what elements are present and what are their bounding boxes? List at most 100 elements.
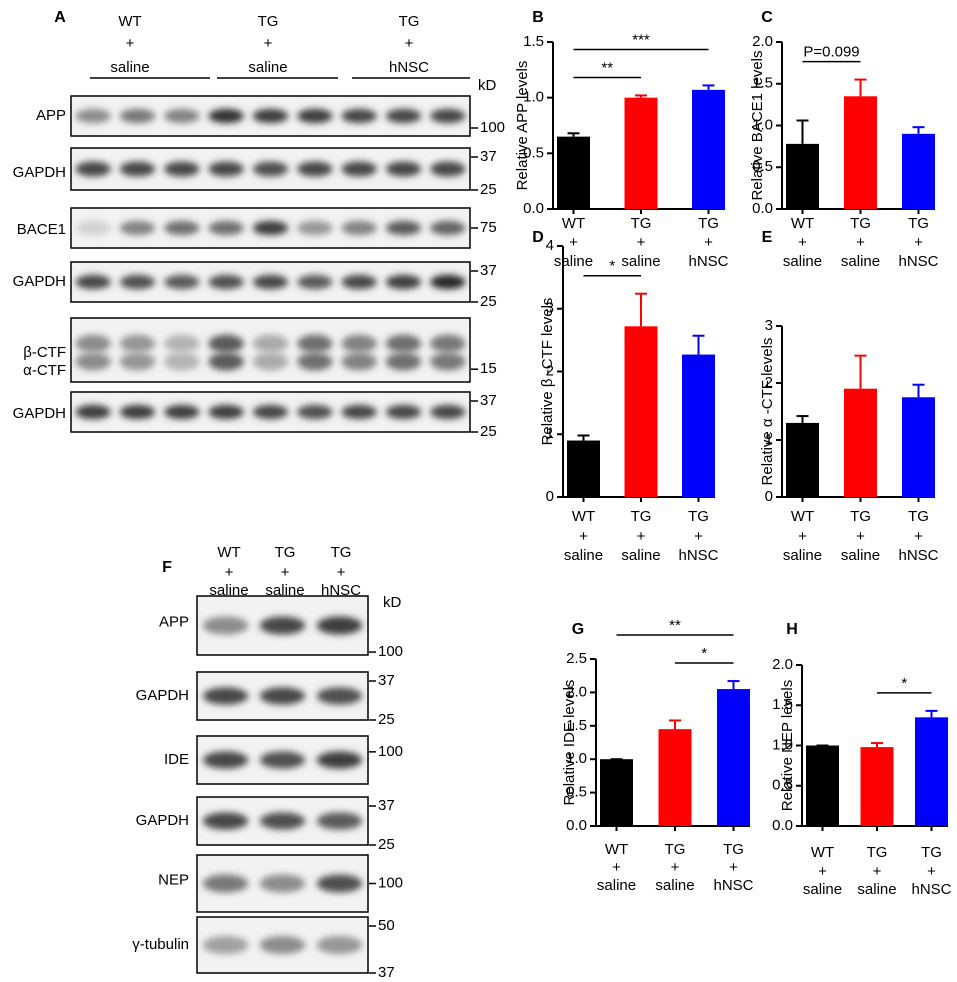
blot-band [252,334,289,353]
x-tick-label: TG [867,844,888,861]
blot-band [252,220,289,236]
y-tick-label: 0 [546,488,554,505]
blot-band [385,274,422,290]
group-label: TG [331,544,352,561]
x-tick-label: saline [783,547,822,564]
blot-band [297,334,333,353]
blot-band [75,352,111,371]
marker-label: 37 [378,964,395,981]
marker-label: 37 [480,148,497,165]
blot-band [341,334,377,353]
bar [844,388,877,497]
blot-band [208,404,244,420]
y-tick-label: 1.0 [752,116,773,133]
y-tick-label: 2.0 [566,683,587,700]
group-label: + [264,35,273,52]
x-tick-label: WT [791,215,814,232]
significance-label: * [901,675,907,692]
x-tick-label: hNSC [678,547,718,564]
y-axis-label: Relative IDE levels [561,680,578,806]
y-tick-label: 2 [765,374,773,391]
y-tick-label: 3 [546,300,554,317]
y-tick-label: 2.0 [772,656,793,673]
blot-band [75,108,111,124]
significance-label: * [609,258,615,275]
blot-band [316,751,363,769]
x-tick-label: + [798,528,807,545]
panel-letter: B [532,9,544,26]
blot-band [164,108,200,124]
x-tick-label: hNSC [713,877,753,894]
x-tick-label: saline [554,253,593,270]
x-tick-label: + [671,859,680,876]
group-label: TG [399,13,420,30]
bar [567,440,600,497]
blot-band [259,874,306,893]
y-tick-label: 1.0 [566,750,587,767]
y-tick-label: 1 [546,425,554,442]
x-tick-label: + [694,528,703,545]
blot-band [259,936,306,954]
blot-band [385,108,422,124]
significance-label: P=0.099 [803,44,859,61]
blot-band [208,161,244,177]
blot-band [119,108,156,124]
group-label: hNSC [389,59,429,76]
blot-band [430,108,466,124]
blot-band [297,404,333,420]
x-tick-label: + [927,863,936,880]
x-tick-label: TG [631,215,652,232]
panel-letter: E [762,229,773,246]
blot-band [75,274,111,290]
x-tick-label: saline [655,877,694,894]
y-tick-label: 1 [765,431,773,448]
x-tick-label: + [873,863,882,880]
x-tick-label: saline [621,253,660,270]
panel-letter: C [761,9,773,26]
x-tick-label: saline [857,881,896,898]
blot-band [252,274,289,290]
bar [786,422,819,497]
row-label: GAPDH [13,405,66,422]
blot-band [119,220,156,236]
y-tick-label: 0.0 [523,200,544,217]
blot-band [164,404,200,420]
row-label: GAPDH [13,273,66,290]
x-tick-label: + [914,528,923,545]
x-tick-label: hNSC [911,881,951,898]
blot-band [430,161,466,177]
significance-label: *** [632,31,650,48]
significance-label: ** [669,617,681,634]
blot-band [252,352,289,371]
group-label: + [405,35,414,52]
group-label: + [225,564,234,581]
row-label: γ-tubulin [132,936,189,953]
y-tick-label: 0.5 [566,784,587,801]
marker-label: 37 [378,672,395,689]
bar [600,759,633,826]
group-label: + [126,35,135,52]
x-tick-label: TG [631,508,652,525]
group-label: + [281,564,290,581]
y-tick-label: 0.0 [566,817,587,834]
row-label: β-CTF [23,344,66,361]
blot-band [208,334,244,353]
marker-label: 100 [378,643,403,660]
blot-band [341,404,377,420]
bar [860,747,894,826]
marker-label: 25 [480,293,497,310]
bar [624,97,658,209]
bar [692,89,725,209]
blot-band [430,404,466,420]
y-tick-label: 1.5 [523,33,544,50]
bar [624,326,658,497]
x-tick-label: + [818,863,827,880]
row-label: GAPDH [136,812,189,829]
y-axis-label: Relative APP levels [514,61,531,191]
group-label: WT [217,544,240,561]
blot-band [164,220,200,236]
blot-band [208,352,244,371]
blot-band [385,352,422,371]
blot-band [202,812,249,830]
